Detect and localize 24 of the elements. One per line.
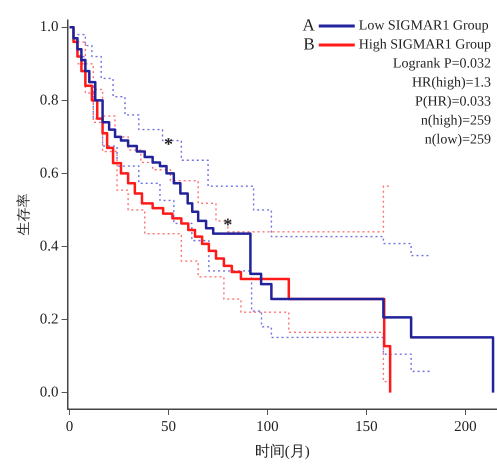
annotation: HR(high)=1.3 xyxy=(412,76,491,91)
x-tick-label: 50 xyxy=(160,418,176,435)
annotation: n(low)=259 xyxy=(424,132,491,148)
x-tick-label: 100 xyxy=(256,418,279,435)
y-tick-label: 0.2 xyxy=(40,311,59,328)
annotation: * xyxy=(164,134,173,154)
x-tick-label: 200 xyxy=(454,418,477,435)
y-tick-label: 0.4 xyxy=(40,238,60,254)
annotation: n(high)=259 xyxy=(420,114,491,129)
y-tick-label: 0.8 xyxy=(40,92,59,108)
legend-label: High SIGMAR1 Group xyxy=(358,38,492,53)
annotation: * xyxy=(223,214,232,235)
x-tick-label: 0 xyxy=(66,418,74,435)
y-tick-label: 0.6 xyxy=(40,165,60,182)
legend-label: Low SIGMAR1 Group xyxy=(358,18,489,34)
annotation: P(HR)=0.033 xyxy=(415,94,491,110)
x-tick-label: 150 xyxy=(355,418,378,435)
y-tick-label: 0.0 xyxy=(40,384,59,400)
y-tick-label: 1.0 xyxy=(40,19,59,36)
annotation: A xyxy=(302,15,316,34)
annotation: B xyxy=(303,34,315,54)
annotation: Logrank P=0.032 xyxy=(392,56,491,72)
x-axis-title: 时间(月) xyxy=(254,442,310,460)
y-axis-title: 生存率 xyxy=(16,194,32,236)
